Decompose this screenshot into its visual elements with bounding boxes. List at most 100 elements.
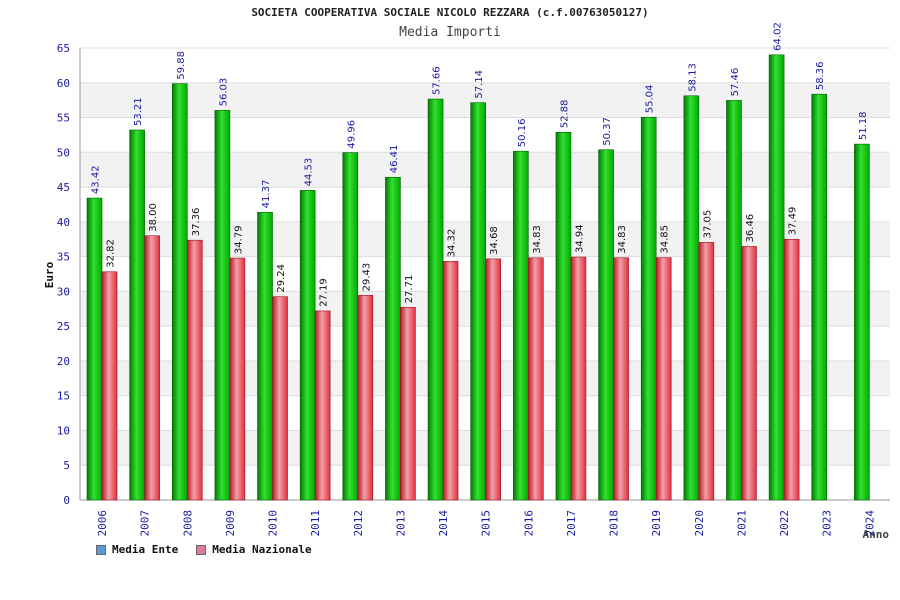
bar-media-ente-2007 <box>129 129 145 501</box>
x-tick-label-2011: 2011 <box>309 510 322 537</box>
x-tick-label-2022: 2022 <box>778 510 791 537</box>
bar-media-ente-2009 <box>214 110 231 501</box>
bar-media-ente-2018 <box>598 149 614 501</box>
bar-media-nazionale-2008 <box>186 239 203 501</box>
bar-media-nazionale-2019 <box>655 257 672 501</box>
x-tick-label-2015: 2015 <box>480 510 493 537</box>
x-axis-label: Anno <box>863 528 890 541</box>
bar-media-ente-2017 <box>555 131 572 501</box>
bar-media-ente-2015 <box>470 102 486 501</box>
data-label-media-ente-2016: 50.16 <box>517 119 528 148</box>
bar-media-ente-2019 <box>640 116 657 501</box>
data-label-media-nazionale-2015: 34.68 <box>489 226 500 255</box>
y-tick-label: 60 <box>57 77 70 90</box>
legend-item-media-nazionale: Media Nazionale <box>196 543 312 556</box>
x-tick-label-2016: 2016 <box>522 510 535 537</box>
chart-title: SOCIETA COOPERATIVA SOCIALE NICOLO REZZA… <box>251 6 649 19</box>
data-label-media-ente-2011: 44.53 <box>304 158 315 187</box>
y-tick-label: 35 <box>57 251 70 264</box>
x-tick-label-2019: 2019 <box>650 510 663 537</box>
bar-media-nazionale-2012 <box>357 295 374 501</box>
bar-media-nazionale-2021 <box>741 246 757 501</box>
bar-media-ente-2012 <box>342 152 359 501</box>
y-tick-label: 50 <box>57 146 70 159</box>
x-tick-label-2013: 2013 <box>394 510 407 537</box>
data-label-media-nazionale-2019: 34.85 <box>660 225 671 254</box>
bar-media-ente-2023 <box>811 93 828 501</box>
legend-item-media-ente: Media Ente <box>96 543 178 556</box>
data-label-media-ente-2013: 46.41 <box>389 145 400 174</box>
data-label-media-ente-2022: 64.02 <box>773 22 784 51</box>
bar-media-ente-2016 <box>513 150 529 501</box>
x-tick-label-2018: 2018 <box>608 510 621 537</box>
data-label-media-nazionale-2014: 34.32 <box>447 229 458 258</box>
data-label-media-nazionale-2011: 27.19 <box>319 278 330 307</box>
x-tick-label-2009: 2009 <box>224 510 237 537</box>
bar-media-ente-2008 <box>171 83 188 501</box>
data-label-media-nazionale-2017: 34.94 <box>574 224 585 253</box>
x-tick-label-2008: 2008 <box>181 510 194 537</box>
x-tick-label-2020: 2020 <box>693 510 706 537</box>
legend-swatch-media-ente <box>96 544 106 555</box>
x-tick-label-2023: 2023 <box>821 510 834 537</box>
data-label-media-ente-2023: 58.36 <box>815 62 826 91</box>
data-label-media-ente-2019: 55.04 <box>645 85 656 114</box>
x-tick-label-2012: 2012 <box>352 510 365 537</box>
x-tick-label-2024: 2024 <box>863 510 876 537</box>
y-tick-label: 20 <box>57 355 70 368</box>
bar-media-ente-2013 <box>385 176 401 501</box>
data-label-media-nazionale-2020: 37.05 <box>702 210 713 239</box>
data-label-media-nazionale-2007: 38.00 <box>148 203 159 232</box>
x-tick-label-2010: 2010 <box>267 510 280 537</box>
bar-media-nazionale-2018 <box>613 257 629 501</box>
data-label-media-ente-2014: 57.66 <box>432 66 443 95</box>
x-tick-label-2021: 2021 <box>735 510 748 537</box>
bar-media-nazionale-2016 <box>528 257 544 501</box>
data-label-media-ente-2009: 56.03 <box>218 78 229 107</box>
bar-media-ente-2022 <box>768 54 785 501</box>
data-label-media-ente-2017: 52.88 <box>559 100 570 129</box>
bar-media-ente-2014 <box>427 98 444 501</box>
legend-label-media-nazionale: Media Nazionale <box>212 543 312 556</box>
x-tick-label-2006: 2006 <box>96 510 109 537</box>
bar-media-nazionale-2015 <box>485 258 501 501</box>
y-tick-label: 65 <box>57 42 70 55</box>
data-label-media-nazionale-2022: 37.49 <box>788 207 799 236</box>
data-label-media-nazionale-2008: 37.36 <box>191 208 202 237</box>
bar-media-ente-2010 <box>257 212 273 501</box>
data-label-media-ente-2020: 58.13 <box>687 63 698 92</box>
chart-subtitle: Media Importi <box>399 25 501 40</box>
y-axis-label: Euro <box>43 261 56 288</box>
x-tick-label-2007: 2007 <box>139 510 152 537</box>
legend-swatch-media-nazionale <box>196 544 207 555</box>
bar-media-nazionale-2017 <box>570 256 587 501</box>
data-label-media-ente-2018: 50.37 <box>602 117 613 146</box>
bar-media-nazionale-2010 <box>272 296 288 501</box>
data-label-media-nazionale-2012: 29.43 <box>361 263 372 292</box>
bar-media-nazionale-2022 <box>783 239 800 501</box>
x-tick-label-2014: 2014 <box>437 510 450 537</box>
data-label-media-nazionale-2021: 36.46 <box>745 214 756 243</box>
bar-media-ente-2006 <box>86 197 103 501</box>
data-label-media-ente-2008: 59.88 <box>176 51 187 80</box>
bar-media-nazionale-2006 <box>101 271 118 501</box>
bar-media-nazionale-2013 <box>400 307 416 501</box>
data-label-media-ente-2015: 57.14 <box>474 70 485 99</box>
legend: Media Ente Media Nazionale <box>96 543 312 556</box>
bar-media-nazionale-2020 <box>698 242 715 501</box>
bar-media-nazionale-2007 <box>144 235 160 501</box>
data-label-media-ente-2010: 41.37 <box>261 180 272 209</box>
legend-label-media-ente: Media Ente <box>112 543 179 556</box>
data-label-media-nazionale-2006: 32.82 <box>106 239 117 268</box>
y-tick-label: 45 <box>57 181 70 194</box>
bar-media-ente-2024 <box>854 143 870 501</box>
bar-media-ente-2020 <box>683 95 700 501</box>
y-tick-label: 40 <box>57 216 70 229</box>
x-tick-label-2017: 2017 <box>565 510 578 537</box>
bar-media-ente-2011 <box>299 190 316 501</box>
data-label-media-ente-2007: 53.21 <box>133 97 144 126</box>
bar-media-nazionale-2009 <box>229 257 246 501</box>
y-tick-label: 55 <box>57 112 70 125</box>
data-label-media-ente-2012: 49.96 <box>346 120 357 149</box>
